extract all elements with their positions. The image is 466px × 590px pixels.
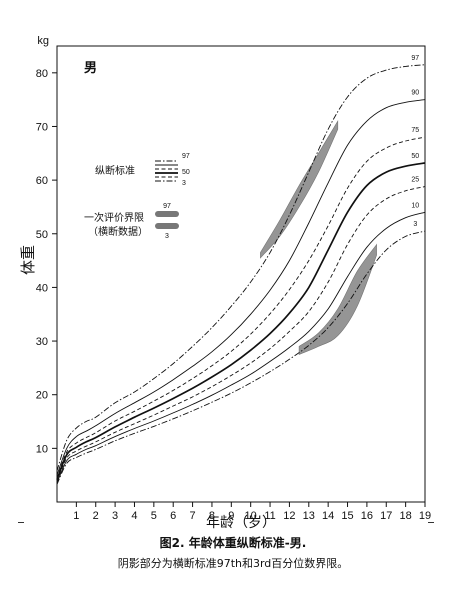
x-tick-label: 15 — [341, 510, 353, 522]
x-tick-label: 6 — [170, 510, 176, 522]
x-tick-label: 14 — [322, 510, 334, 522]
x-tick-label: 1 — [73, 510, 79, 522]
legend-cross-item: 97 — [163, 203, 171, 210]
series-end-label: 3 — [413, 221, 417, 228]
series-line-25 — [56, 186, 426, 482]
corner-mark-left — [18, 522, 24, 523]
legend-cross-sub-label: （横断数据） — [88, 225, 148, 238]
legend-longitudinal-label: 纵断标准 — [95, 164, 135, 177]
y-tick-label: 60 — [36, 175, 48, 187]
legend-longitudinal-item: 97 — [182, 153, 190, 160]
legend-longitudinal-item: 50 — [182, 169, 190, 176]
x-tick-label: 8 — [209, 510, 215, 522]
shaded-band — [260, 120, 339, 259]
x-tick-label: 18 — [400, 510, 412, 522]
x-tick-label: 11 — [264, 510, 275, 522]
y-tick-label: 40 — [36, 282, 48, 294]
series-end-label: 10 — [411, 202, 419, 209]
series-line-97 — [56, 64, 426, 472]
y-tick-label: 80 — [36, 68, 48, 80]
series-lines: 97 90 75 50 25 10 3 — [56, 55, 426, 485]
x-tick-label: 7 — [190, 510, 196, 522]
legend-cross-label: 一次评价界限 — [84, 211, 144, 224]
plot-frame — [56, 45, 426, 503]
y-tick-label: 50 — [36, 229, 48, 241]
y-tick-label: 70 — [36, 121, 48, 133]
series-end-label: 75 — [411, 127, 419, 134]
x-tick-label: 19 — [419, 510, 431, 522]
legend-swatch-3 — [155, 223, 179, 229]
series-line-10 — [56, 211, 426, 483]
legend-cross-item: 3 — [165, 233, 169, 240]
series-end-label: 90 — [411, 90, 419, 97]
series-end-label: 50 — [411, 153, 419, 160]
x-tick-label: 9 — [228, 510, 234, 522]
series-line-3 — [56, 230, 426, 485]
figure-note: 阴影部分为横断标准97th和3rd百分位数界限。 — [117, 557, 349, 570]
x-tick-label: 16 — [361, 510, 373, 522]
x-tick-label: 5 — [151, 510, 157, 522]
y-axis-title: 体重 — [19, 245, 37, 275]
x-tick-label: 10 — [245, 510, 257, 522]
x-tick-label: 3 — [112, 510, 118, 522]
series-line-75 — [56, 136, 426, 479]
x-tick-label: 4 — [131, 510, 137, 522]
figure-caption: 图2. 年龄体重纵断标准-男. — [159, 536, 307, 550]
series-line-90 — [56, 99, 426, 476]
series-end-label: 97 — [411, 55, 419, 62]
legend-longitudinal-item: 3 — [182, 180, 186, 187]
series-line-50 — [56, 162, 426, 480]
y-tick-label: 30 — [36, 336, 48, 348]
corner-mark-right — [428, 522, 434, 523]
y-tick-label: 20 — [36, 390, 48, 402]
y-tick-label: 10 — [36, 443, 48, 455]
labels: kg 体重 年龄（岁） 男 — [19, 35, 276, 530]
series-end-label: 25 — [411, 177, 419, 184]
y-unit-label: kg — [37, 35, 49, 47]
sex-label: 男 — [84, 61, 97, 76]
x-tick-label: 13 — [303, 510, 315, 522]
legend: 纵断标准 一次评价界限 （横断数据） 97 50 3 97 3 — [84, 153, 190, 240]
x-tick-label: 2 — [93, 510, 99, 522]
legend-swatch-97 — [155, 211, 179, 217]
x-tick-label: 17 — [380, 510, 392, 522]
x-tick-label: 12 — [283, 510, 295, 522]
shaded-bands — [260, 120, 377, 355]
shaded-band — [298, 243, 377, 355]
x-axis-title: 年龄（岁） — [206, 515, 276, 530]
